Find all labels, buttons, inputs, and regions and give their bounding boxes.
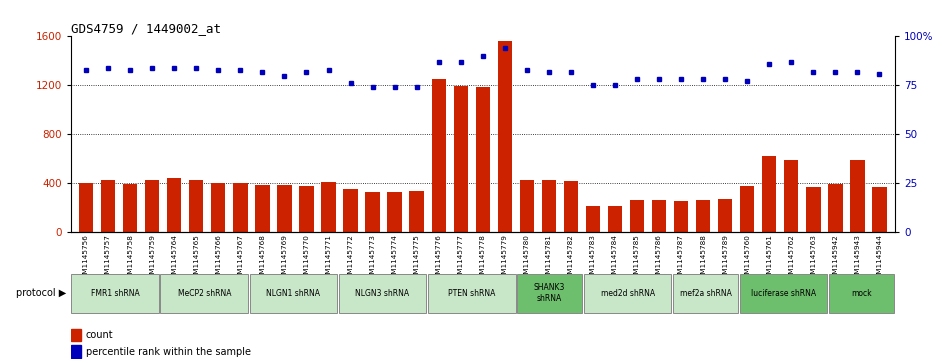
Bar [277,185,292,232]
Text: med2d shRNA: med2d shRNA [600,289,655,298]
Bar [145,180,159,232]
Bar [101,180,115,232]
Bar [365,192,380,232]
Bar [520,180,534,232]
Bar [160,273,248,313]
Bar [344,189,358,232]
Bar [431,79,446,232]
Bar [851,160,865,232]
Bar [387,192,402,232]
Bar [79,183,93,232]
Text: protocol ▶: protocol ▶ [16,288,66,298]
Text: FMR1 shRNA: FMR1 shRNA [90,289,139,298]
Bar [167,179,182,232]
Bar [652,200,666,232]
Bar [630,200,644,232]
Text: MeCP2 shRNA: MeCP2 shRNA [177,289,231,298]
Bar [828,184,842,232]
Bar [211,183,225,232]
Bar [608,206,622,232]
Bar [584,273,672,313]
Bar [250,273,337,313]
Bar [255,185,269,232]
Bar [123,184,138,232]
Bar [696,200,710,232]
Text: percentile rank within the sample: percentile rank within the sample [86,347,251,356]
Text: SHANK3
shRNA: SHANK3 shRNA [534,284,565,303]
Bar [718,199,732,232]
Bar [740,186,755,232]
Bar [829,273,894,313]
Text: PTEN shRNA: PTEN shRNA [448,289,495,298]
Text: GDS4759 / 1449002_at: GDS4759 / 1449002_at [71,22,220,35]
Bar [71,329,81,341]
Bar [739,273,827,313]
Bar [71,345,81,358]
Bar [586,206,600,232]
Bar [497,41,512,232]
Bar [674,201,689,232]
Bar [410,191,424,232]
Bar [784,160,799,232]
Bar [72,273,159,313]
Bar [321,182,335,232]
Text: count: count [86,330,114,340]
Bar [542,180,556,232]
Bar [517,273,582,313]
Bar [300,186,314,232]
Bar [338,273,427,313]
Text: luciferase shRNA: luciferase shRNA [751,289,816,298]
Bar [234,183,248,232]
Bar [454,86,468,232]
Bar [476,87,490,232]
Text: mef2a shRNA: mef2a shRNA [679,289,732,298]
Bar [872,187,886,232]
Bar [189,180,203,232]
Bar [762,156,776,232]
Bar [563,182,578,232]
Text: NLGN1 shRNA: NLGN1 shRNA [267,289,320,298]
Text: NLGN3 shRNA: NLGN3 shRNA [355,289,410,298]
Bar [806,187,820,232]
Text: mock: mock [852,289,871,298]
Bar [428,273,515,313]
Bar [673,273,739,313]
